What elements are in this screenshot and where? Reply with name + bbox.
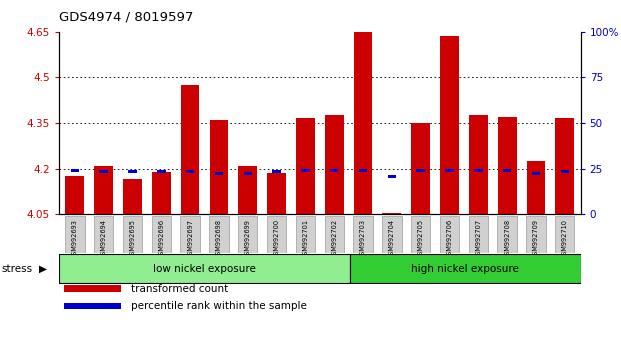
Text: GSM992696: GSM992696 xyxy=(158,219,165,259)
Bar xyxy=(94,166,113,214)
Bar xyxy=(71,169,79,172)
FancyBboxPatch shape xyxy=(353,216,373,253)
Bar xyxy=(555,119,574,214)
Bar xyxy=(359,169,367,172)
Bar xyxy=(301,169,310,172)
Bar xyxy=(440,36,459,214)
Text: GSM992694: GSM992694 xyxy=(101,219,107,259)
Bar xyxy=(383,213,401,214)
Bar xyxy=(215,172,223,175)
FancyBboxPatch shape xyxy=(64,303,120,309)
FancyBboxPatch shape xyxy=(152,216,171,253)
FancyBboxPatch shape xyxy=(469,216,488,253)
Text: percentile rank within the sample: percentile rank within the sample xyxy=(131,301,307,311)
FancyBboxPatch shape xyxy=(555,216,574,253)
Bar xyxy=(503,169,511,172)
FancyBboxPatch shape xyxy=(209,216,229,253)
FancyBboxPatch shape xyxy=(267,216,286,253)
FancyBboxPatch shape xyxy=(59,255,350,283)
FancyBboxPatch shape xyxy=(527,216,546,253)
Bar xyxy=(157,170,166,173)
Bar xyxy=(273,170,281,173)
Text: GSM992697: GSM992697 xyxy=(187,219,193,259)
Text: GSM992708: GSM992708 xyxy=(504,219,510,259)
Text: GDS4974 / 8019597: GDS4974 / 8019597 xyxy=(59,11,193,24)
Text: GSM992710: GSM992710 xyxy=(562,219,568,259)
Text: GSM992706: GSM992706 xyxy=(446,219,453,259)
Bar xyxy=(445,169,454,172)
Text: stress: stress xyxy=(1,264,32,274)
Text: GSM992701: GSM992701 xyxy=(302,219,309,259)
Bar xyxy=(99,170,108,173)
Bar xyxy=(388,175,396,178)
Bar xyxy=(238,166,257,214)
Bar xyxy=(181,85,199,214)
FancyBboxPatch shape xyxy=(497,216,517,253)
Text: GSM992707: GSM992707 xyxy=(475,219,481,259)
FancyBboxPatch shape xyxy=(440,216,459,253)
FancyBboxPatch shape xyxy=(325,216,344,253)
Bar xyxy=(498,117,517,214)
Bar xyxy=(325,115,343,214)
Text: GSM992705: GSM992705 xyxy=(418,219,424,259)
FancyBboxPatch shape xyxy=(65,216,84,253)
Text: GSM992695: GSM992695 xyxy=(130,219,135,259)
Bar xyxy=(330,169,338,172)
Bar xyxy=(411,123,430,214)
Bar xyxy=(296,119,315,214)
Text: GSM992703: GSM992703 xyxy=(360,219,366,259)
Bar xyxy=(152,172,171,214)
Text: high nickel exposure: high nickel exposure xyxy=(412,264,519,274)
Text: GSM992702: GSM992702 xyxy=(331,219,337,259)
Text: GSM992699: GSM992699 xyxy=(245,219,251,259)
FancyBboxPatch shape xyxy=(123,216,142,253)
FancyBboxPatch shape xyxy=(382,216,402,253)
FancyBboxPatch shape xyxy=(94,216,113,253)
Text: GSM992700: GSM992700 xyxy=(274,219,279,259)
FancyBboxPatch shape xyxy=(411,216,430,253)
Bar xyxy=(474,169,483,172)
FancyBboxPatch shape xyxy=(181,216,200,253)
Bar xyxy=(186,170,194,173)
Text: GSM992709: GSM992709 xyxy=(533,219,539,259)
Bar xyxy=(209,120,229,214)
Text: transformed count: transformed count xyxy=(131,284,229,293)
Bar xyxy=(129,170,137,173)
Bar xyxy=(469,115,487,214)
FancyBboxPatch shape xyxy=(296,216,315,253)
Text: ▶: ▶ xyxy=(39,264,47,274)
FancyBboxPatch shape xyxy=(350,255,581,283)
Text: GSM992693: GSM992693 xyxy=(72,219,78,259)
Text: low nickel exposure: low nickel exposure xyxy=(153,264,256,274)
Bar xyxy=(532,172,540,175)
Bar xyxy=(243,172,252,175)
Bar xyxy=(417,169,425,172)
Text: GSM992698: GSM992698 xyxy=(216,219,222,259)
Bar xyxy=(354,32,373,214)
Bar xyxy=(561,170,569,173)
Bar xyxy=(123,179,142,214)
FancyBboxPatch shape xyxy=(64,285,120,292)
Bar xyxy=(527,161,545,214)
FancyBboxPatch shape xyxy=(238,216,258,253)
Bar xyxy=(267,173,286,214)
Bar xyxy=(65,176,84,214)
Text: GSM992704: GSM992704 xyxy=(389,219,395,259)
